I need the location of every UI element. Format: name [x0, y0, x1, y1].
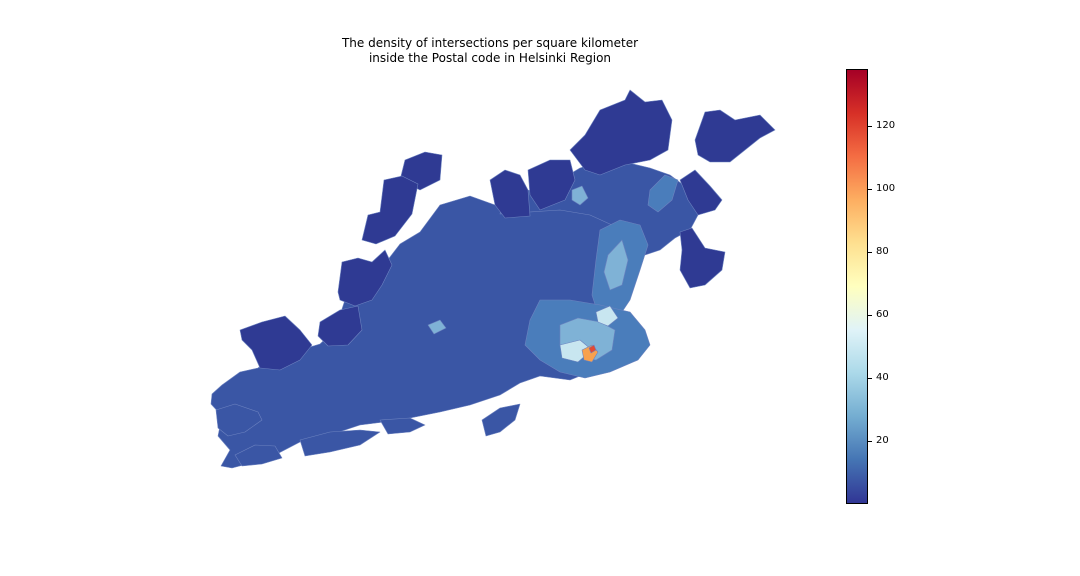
- region-north-1: [489, 169, 531, 219]
- region-light-4: [427, 319, 447, 335]
- region-north-3: [569, 89, 673, 176]
- colorbar-tick-mark: [868, 188, 872, 190]
- colorbar-tick-label: 120: [876, 119, 896, 131]
- region-west-1: [337, 249, 393, 307]
- colorbar-tick-mark: [868, 377, 872, 379]
- region-east-1: [679, 169, 723, 216]
- colorbar-tick-label: 100: [876, 182, 896, 194]
- chart-title: The density of intersections per square …: [290, 36, 690, 66]
- region-south-coast-1: [299, 429, 381, 457]
- region-pale-1: [595, 305, 619, 327]
- region-southwest-islands-2: [234, 444, 283, 467]
- postal-code-regions: [210, 89, 776, 469]
- colorbar-tick-label: 60: [876, 308, 889, 320]
- colorbar-tick-mark: [868, 125, 872, 127]
- region-light-3: [571, 185, 589, 206]
- title-line-1: The density of intersections per square …: [341, 36, 639, 50]
- region-south-coast-2: [379, 417, 426, 435]
- region-west-3: [317, 305, 363, 347]
- colorbar: 20 40 60 80 100 120: [846, 69, 895, 504]
- colorbar-tick-mark: [868, 251, 872, 253]
- colorbar-gradient: [846, 69, 868, 504]
- region-west-2: [239, 315, 313, 371]
- colorbar-tick-label: 40: [876, 371, 889, 383]
- colorbar-tick-mark: [868, 440, 872, 442]
- region-northeast-mid: [647, 174, 679, 213]
- colorbar-tick-label: 20: [876, 434, 889, 446]
- region-east-2: [679, 227, 726, 289]
- region-southwest-islands-1: [215, 403, 263, 437]
- region-northwest-2: [361, 175, 419, 245]
- region-south-coast-3: [481, 403, 521, 437]
- colorbar-tick-mark: [868, 314, 872, 316]
- region-north-2: [527, 159, 576, 211]
- region-center-peak: [588, 344, 597, 354]
- region-northeast-1: [694, 109, 776, 163]
- colorbar-tick-label: 80: [876, 245, 889, 257]
- region-light-1: [603, 239, 629, 291]
- title-line-2: inside the Postal code in Helsinki Regio…: [368, 51, 612, 65]
